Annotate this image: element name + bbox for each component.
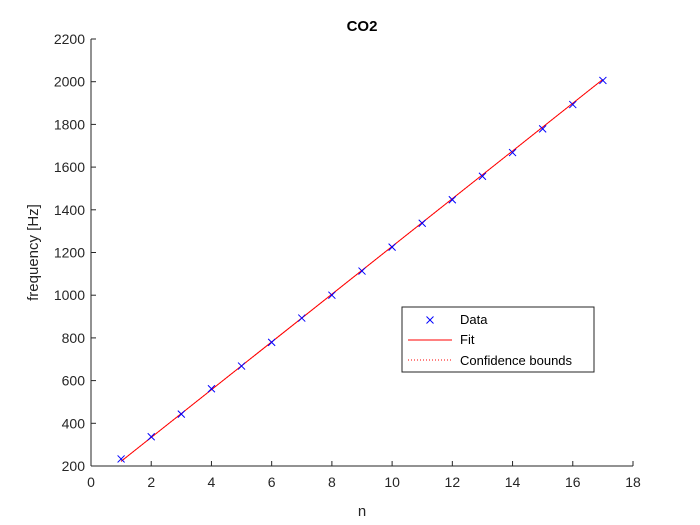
x-tick-label: 8 bbox=[328, 474, 336, 490]
confidence-bound-line bbox=[120, 78, 604, 462]
x-axis-label: n bbox=[358, 503, 366, 520]
x-tick-label: 6 bbox=[268, 474, 276, 490]
data-point bbox=[237, 362, 246, 370]
y-tick-label: 1400 bbox=[54, 202, 85, 218]
chart-title: CO2 bbox=[347, 18, 378, 35]
data-point bbox=[117, 455, 125, 463]
x-tick-label: 14 bbox=[505, 474, 521, 490]
data-point bbox=[388, 243, 396, 252]
y-tick-label: 600 bbox=[62, 373, 86, 389]
legend: Data Fit Confidence bounds bbox=[401, 306, 595, 373]
data-point bbox=[267, 338, 276, 347]
y-tick-label: 1800 bbox=[54, 116, 85, 132]
data-point bbox=[508, 148, 517, 157]
x-tick-label: 4 bbox=[208, 474, 216, 490]
y-tick-label: 2200 bbox=[54, 31, 85, 47]
y-tick-label: 1000 bbox=[54, 287, 85, 303]
y-tick-label: 2000 bbox=[54, 74, 85, 90]
x-tick-label: 10 bbox=[384, 474, 400, 490]
y-tick-label: 1200 bbox=[54, 245, 85, 261]
legend-marker-x-icon bbox=[426, 316, 434, 324]
legend-label-fit: Fit bbox=[460, 332, 475, 347]
data-point bbox=[147, 432, 156, 441]
x-tick-label: 12 bbox=[445, 474, 461, 490]
legend-entry-confidence: Confidence bounds bbox=[408, 353, 573, 368]
x-tick-label: 0 bbox=[87, 474, 95, 490]
legend-entry-data: Data bbox=[426, 312, 488, 327]
data-point bbox=[207, 384, 216, 393]
data-point bbox=[177, 410, 186, 418]
x-tick-label: 2 bbox=[147, 474, 155, 490]
data-point bbox=[568, 100, 577, 109]
data-point bbox=[297, 314, 306, 322]
data-point bbox=[418, 219, 427, 228]
plot-area bbox=[91, 39, 633, 466]
data-point bbox=[358, 267, 366, 275]
data-point bbox=[599, 76, 607, 85]
x-tick-label: 18 bbox=[625, 474, 641, 490]
data-point bbox=[478, 172, 487, 181]
y-axis-label: frequency [Hz] bbox=[25, 204, 42, 301]
legend-entry-fit: Fit bbox=[408, 332, 475, 347]
data-point bbox=[448, 195, 457, 204]
y-tick-label: 200 bbox=[62, 458, 86, 474]
data-point bbox=[328, 291, 336, 300]
x-tick-label: 16 bbox=[565, 474, 581, 490]
data-point bbox=[538, 125, 547, 133]
legend-label-confidence: Confidence bounds bbox=[460, 353, 573, 368]
y-tick-label: 1600 bbox=[54, 159, 85, 175]
y-tick-label: 800 bbox=[62, 330, 86, 346]
legend-label-data: Data bbox=[460, 312, 488, 327]
legend-x-marker bbox=[426, 316, 434, 324]
y-tick-label: 400 bbox=[62, 415, 86, 431]
